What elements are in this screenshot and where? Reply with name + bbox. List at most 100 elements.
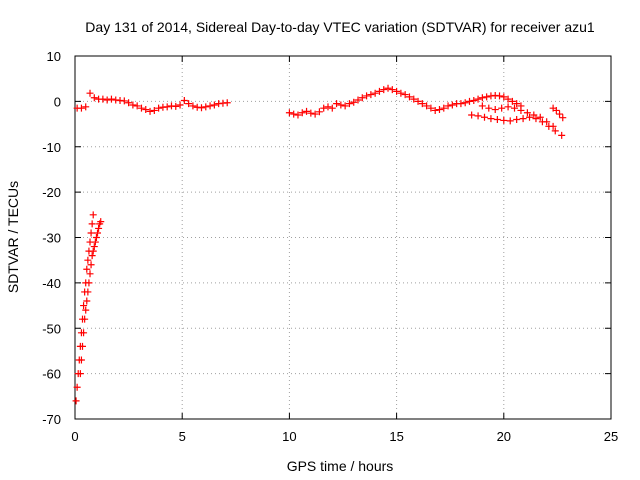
data-point bbox=[498, 104, 506, 112]
data-point bbox=[418, 100, 426, 108]
data-point bbox=[125, 99, 133, 107]
data-point bbox=[163, 103, 171, 111]
data-point bbox=[77, 104, 85, 112]
data-point bbox=[448, 101, 456, 109]
data-point bbox=[345, 100, 353, 108]
data-point bbox=[82, 103, 90, 111]
y-axis: -70 -60 -50 -40 -30 -20 -10 0 10 bbox=[42, 49, 611, 427]
data-point bbox=[427, 104, 435, 112]
data-point bbox=[72, 397, 80, 405]
data-point bbox=[202, 103, 210, 111]
series-track-18-23h bbox=[468, 111, 566, 139]
data-point bbox=[88, 220, 96, 228]
x-axis-label: GPS time / hours bbox=[287, 458, 394, 474]
data-point bbox=[517, 106, 525, 114]
data-point bbox=[88, 252, 96, 260]
data-point bbox=[549, 122, 557, 130]
x-tick-label: 15 bbox=[389, 429, 403, 444]
data-point bbox=[354, 96, 362, 104]
data-point bbox=[197, 104, 205, 112]
data-point bbox=[483, 93, 491, 101]
y-tick-label: -20 bbox=[42, 185, 61, 200]
chart-title: Day 131 of 2014, Sidereal Day-to-day VTE… bbox=[85, 19, 595, 35]
data-point bbox=[311, 110, 319, 118]
y-tick-label: -30 bbox=[42, 231, 61, 246]
data-point bbox=[328, 104, 336, 112]
data-point bbox=[367, 91, 375, 99]
data-point bbox=[206, 102, 214, 110]
data-point bbox=[551, 127, 559, 135]
data-point bbox=[146, 107, 154, 115]
data-point bbox=[89, 211, 97, 219]
data-point bbox=[142, 106, 150, 114]
data-point bbox=[470, 96, 478, 104]
data-point bbox=[431, 106, 439, 114]
data-point bbox=[91, 238, 99, 246]
data-point bbox=[478, 102, 486, 110]
data-point bbox=[468, 111, 476, 119]
data-point bbox=[508, 97, 516, 105]
y-axis-label: SDTVAR / TECUs bbox=[5, 181, 21, 293]
data-point bbox=[504, 95, 512, 103]
data-point bbox=[485, 104, 493, 112]
data-point bbox=[333, 100, 341, 108]
x-tick-label: 25 bbox=[604, 429, 618, 444]
data-point bbox=[83, 297, 91, 305]
series-track-22-23h bbox=[549, 104, 567, 122]
series-track-16-21h bbox=[431, 91, 525, 114]
data-point bbox=[86, 89, 94, 97]
data-point bbox=[500, 93, 508, 101]
data-point bbox=[543, 118, 551, 126]
x-tick-label: 0 bbox=[71, 429, 78, 444]
data-point bbox=[285, 109, 293, 117]
data-point bbox=[506, 117, 514, 125]
data-point bbox=[80, 329, 88, 337]
data-point bbox=[558, 131, 566, 139]
data-point bbox=[85, 279, 93, 287]
data-point bbox=[405, 93, 413, 101]
data-point bbox=[371, 89, 379, 97]
data-point bbox=[474, 95, 482, 103]
data-point bbox=[133, 102, 141, 110]
data-point bbox=[86, 270, 94, 278]
data-point bbox=[84, 256, 92, 264]
data-point bbox=[120, 97, 128, 105]
data-point bbox=[440, 104, 448, 112]
y-tick-label: -10 bbox=[42, 140, 61, 155]
data-point bbox=[210, 101, 218, 109]
data-point bbox=[223, 99, 231, 107]
data-point bbox=[523, 109, 531, 117]
data-point bbox=[500, 116, 508, 124]
data-point bbox=[530, 111, 538, 119]
data-point bbox=[526, 113, 534, 121]
data-point bbox=[83, 265, 91, 273]
y-tick-label: -70 bbox=[42, 412, 61, 427]
data-point bbox=[513, 100, 521, 108]
series-early-drop-track-2 bbox=[76, 218, 105, 378]
data-point bbox=[536, 113, 544, 121]
data-point bbox=[341, 102, 349, 110]
data-point bbox=[185, 100, 193, 108]
data-point bbox=[397, 89, 405, 97]
data-point bbox=[81, 315, 89, 323]
data-point bbox=[461, 99, 469, 107]
data-point bbox=[89, 247, 97, 255]
data-point bbox=[315, 108, 323, 116]
data-point bbox=[137, 104, 145, 112]
data-point bbox=[513, 116, 521, 124]
data-point bbox=[511, 104, 519, 112]
x-tick-label: 10 bbox=[282, 429, 296, 444]
data-point bbox=[481, 113, 489, 121]
data-point bbox=[444, 102, 452, 110]
data-point bbox=[375, 87, 383, 95]
data-point bbox=[95, 224, 103, 232]
data-point bbox=[189, 102, 197, 110]
data-point bbox=[423, 102, 431, 110]
data-point bbox=[532, 115, 540, 123]
data-point bbox=[87, 261, 95, 269]
y-tick-label: 10 bbox=[47, 49, 61, 64]
x-tick-label: 5 bbox=[179, 429, 186, 444]
series-track-10-15h bbox=[285, 84, 435, 119]
data-point bbox=[303, 107, 311, 115]
data-point bbox=[294, 111, 302, 119]
